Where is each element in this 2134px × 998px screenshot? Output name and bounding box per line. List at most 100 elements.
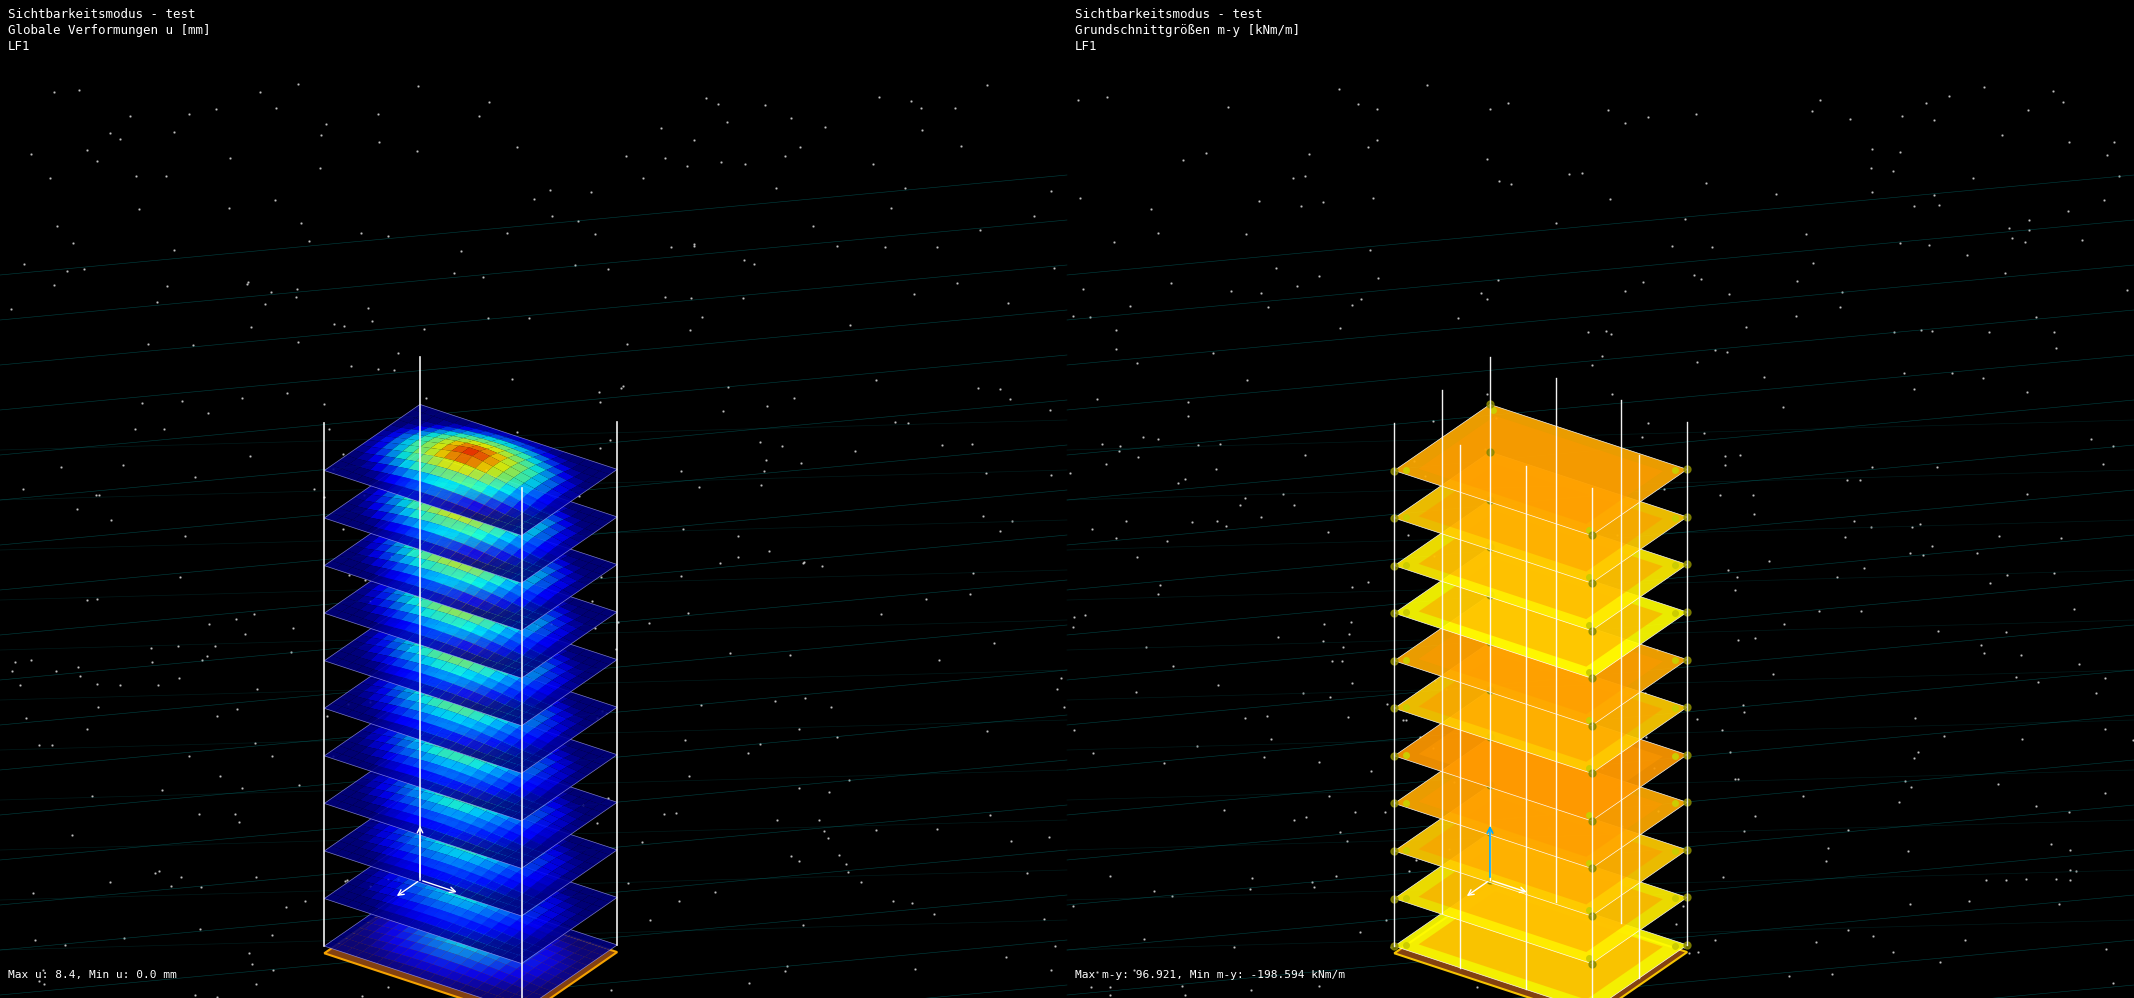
Polygon shape — [544, 459, 561, 467]
Polygon shape — [437, 548, 457, 559]
Polygon shape — [499, 437, 516, 443]
Point — [307, 489, 341, 505]
Polygon shape — [425, 916, 444, 926]
Polygon shape — [478, 812, 495, 819]
Polygon shape — [346, 852, 363, 861]
Polygon shape — [1419, 654, 1662, 761]
Point — [220, 702, 254, 718]
Point — [1707, 448, 1741, 464]
Polygon shape — [448, 743, 467, 752]
Point — [653, 239, 687, 254]
Point — [747, 97, 781, 113]
Polygon shape — [1394, 784, 1688, 916]
Polygon shape — [497, 885, 514, 893]
Polygon shape — [534, 702, 551, 711]
Polygon shape — [391, 754, 408, 763]
Point — [819, 239, 854, 254]
Point — [423, 847, 457, 863]
Polygon shape — [369, 815, 386, 822]
Polygon shape — [461, 740, 480, 748]
Polygon shape — [469, 542, 487, 548]
Polygon shape — [540, 662, 557, 671]
Polygon shape — [463, 580, 480, 585]
Point — [1541, 672, 1575, 688]
Point — [862, 89, 896, 105]
Polygon shape — [555, 494, 574, 505]
Polygon shape — [331, 793, 350, 801]
Point — [1965, 370, 2000, 386]
Polygon shape — [427, 892, 444, 900]
Point — [591, 261, 625, 277]
Polygon shape — [495, 829, 512, 836]
Polygon shape — [583, 943, 600, 952]
Point — [732, 746, 766, 761]
Polygon shape — [412, 854, 429, 861]
Polygon shape — [448, 606, 465, 617]
Point — [1417, 412, 1451, 428]
Point — [1353, 763, 1387, 779]
Polygon shape — [393, 444, 410, 451]
Polygon shape — [403, 590, 420, 597]
Polygon shape — [519, 855, 536, 863]
Polygon shape — [376, 620, 393, 627]
Polygon shape — [452, 592, 469, 599]
Polygon shape — [510, 488, 527, 494]
Polygon shape — [350, 745, 367, 752]
Polygon shape — [578, 459, 595, 468]
Point — [977, 635, 1012, 651]
Polygon shape — [420, 538, 437, 545]
Polygon shape — [457, 854, 476, 861]
Polygon shape — [412, 473, 429, 478]
Polygon shape — [361, 700, 378, 708]
Polygon shape — [542, 814, 559, 823]
Polygon shape — [512, 494, 529, 501]
Polygon shape — [410, 440, 427, 447]
Polygon shape — [495, 622, 514, 628]
Polygon shape — [508, 600, 525, 608]
Polygon shape — [467, 572, 484, 577]
Polygon shape — [499, 819, 516, 826]
Point — [1261, 629, 1295, 645]
Point — [495, 683, 529, 699]
Polygon shape — [510, 969, 527, 979]
Polygon shape — [448, 981, 467, 991]
Polygon shape — [510, 822, 527, 829]
Polygon shape — [497, 596, 514, 603]
Point — [499, 719, 534, 735]
Polygon shape — [540, 648, 559, 658]
Polygon shape — [459, 889, 478, 899]
Polygon shape — [380, 465, 399, 474]
Polygon shape — [478, 715, 495, 726]
Polygon shape — [501, 587, 519, 593]
Polygon shape — [478, 744, 495, 754]
Polygon shape — [534, 892, 551, 901]
Polygon shape — [472, 817, 489, 828]
Polygon shape — [386, 580, 403, 590]
Point — [1297, 878, 1332, 894]
Polygon shape — [408, 824, 425, 834]
Point — [171, 106, 205, 122]
Polygon shape — [476, 757, 493, 765]
Polygon shape — [450, 858, 467, 868]
Polygon shape — [472, 646, 491, 656]
Polygon shape — [476, 752, 493, 763]
Polygon shape — [538, 733, 555, 744]
Polygon shape — [472, 597, 491, 607]
Polygon shape — [423, 523, 440, 528]
Polygon shape — [561, 699, 578, 707]
Point — [1481, 272, 1515, 288]
Point — [670, 159, 704, 175]
Polygon shape — [388, 889, 405, 898]
Polygon shape — [465, 893, 482, 904]
Polygon shape — [482, 795, 499, 805]
Polygon shape — [463, 968, 482, 979]
Polygon shape — [410, 681, 427, 688]
Polygon shape — [585, 952, 602, 960]
Point — [713, 645, 747, 661]
Polygon shape — [555, 590, 574, 600]
Polygon shape — [529, 752, 546, 761]
Polygon shape — [401, 900, 418, 910]
Polygon shape — [540, 691, 557, 698]
Polygon shape — [583, 468, 600, 476]
Point — [2066, 232, 2100, 248]
